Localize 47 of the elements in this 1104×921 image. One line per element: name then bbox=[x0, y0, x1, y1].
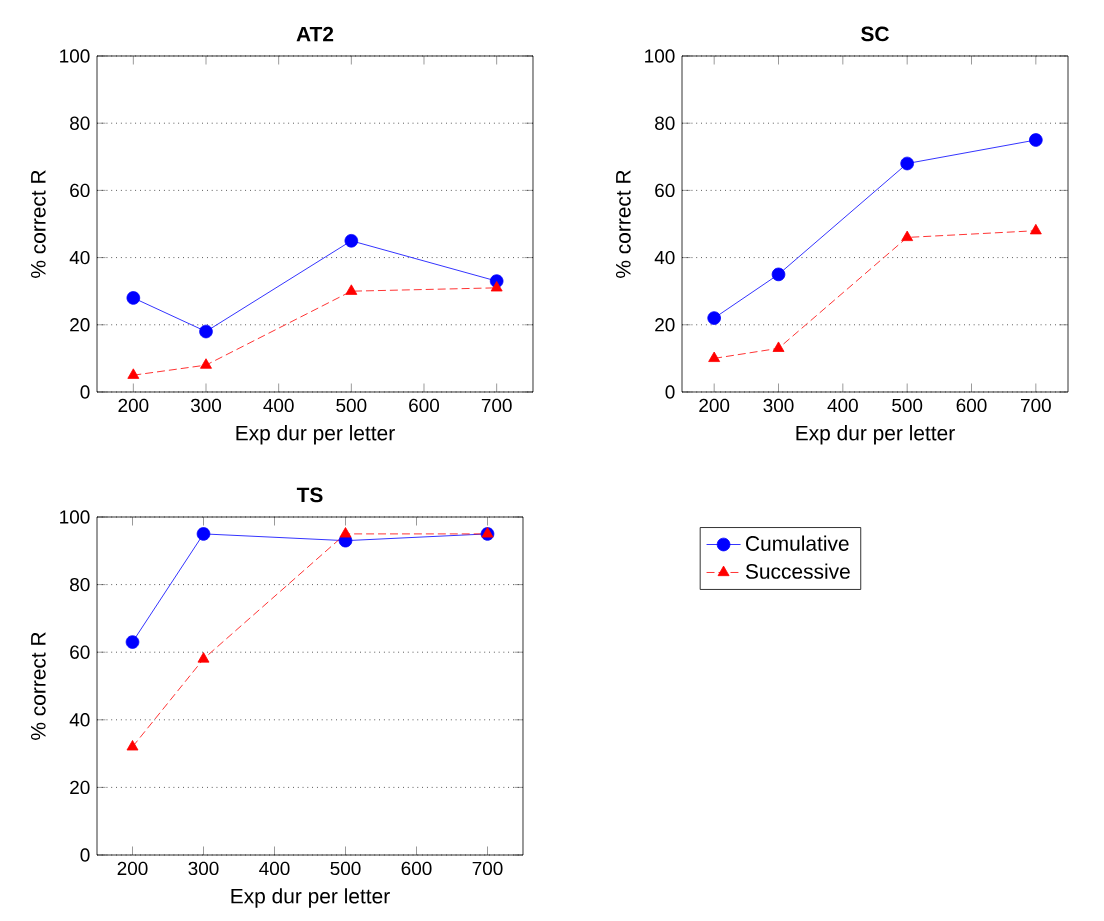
x-tick-label: 600 bbox=[956, 398, 987, 413]
legend-label: Cumulative bbox=[746, 535, 849, 551]
chart-title: TS bbox=[296, 487, 323, 503]
y-tick-label: 80 bbox=[655, 116, 675, 130]
y-tick-label: 80 bbox=[70, 577, 90, 592]
x-tick-label: 400 bbox=[259, 861, 290, 876]
x-tick-label: 300 bbox=[188, 861, 219, 876]
y-axis-title: % correct R bbox=[30, 632, 46, 740]
y-tick-label: 40 bbox=[69, 713, 90, 727]
x-axis-title: Exp dur per letter bbox=[236, 425, 395, 445]
x-tick-label: 500 bbox=[336, 398, 367, 413]
y-tick-label: 0 bbox=[80, 848, 90, 862]
y-tick-label: 60 bbox=[70, 183, 90, 198]
y-tick-label: 20 bbox=[70, 780, 90, 795]
chart-title: SC bbox=[861, 26, 889, 42]
x-tick-label: 700 bbox=[481, 398, 512, 413]
y-tick-label: 40 bbox=[69, 250, 90, 265]
x-tick-label: 600 bbox=[401, 861, 432, 876]
y-tick-label: 20 bbox=[655, 318, 675, 332]
y-tick-label: 100 bbox=[60, 510, 90, 524]
x-tick-label: 500 bbox=[892, 398, 923, 413]
chart-title: AT2 bbox=[296, 26, 334, 42]
x-tick-label: 200 bbox=[699, 398, 730, 413]
y-axis-title: % correct R bbox=[30, 170, 46, 278]
y-tick-label: 80 bbox=[70, 116, 90, 130]
x-tick-label: 700 bbox=[1021, 398, 1051, 413]
x-tick-label: 300 bbox=[763, 398, 794, 413]
x-tick-label: 400 bbox=[263, 398, 294, 413]
x-tick-label: 200 bbox=[117, 861, 148, 876]
x-tick-label: 300 bbox=[190, 398, 222, 413]
y-tick-label: 60 bbox=[70, 645, 90, 659]
x-axis-title: Exp dur per letter bbox=[231, 888, 390, 908]
y-tick-label: 60 bbox=[655, 183, 675, 198]
x-axis-title: Exp dur per letter bbox=[796, 425, 955, 445]
y-tick-label: 0 bbox=[80, 385, 90, 399]
x-tick-label: 600 bbox=[409, 398, 440, 413]
y-tick-label: 0 bbox=[665, 385, 675, 399]
y-tick-label: 100 bbox=[645, 49, 675, 63]
y-tick-label: 20 bbox=[70, 318, 90, 332]
y-tick-label: 40 bbox=[654, 250, 675, 265]
x-tick-label: 400 bbox=[827, 398, 858, 413]
y-tick-label: 100 bbox=[60, 49, 90, 63]
x-tick-label: 500 bbox=[330, 861, 361, 876]
x-tick-label: 200 bbox=[118, 398, 149, 413]
x-tick-label: 700 bbox=[472, 861, 503, 876]
legend-label: Successive bbox=[745, 563, 850, 579]
y-axis-title: % correct R bbox=[616, 170, 631, 278]
